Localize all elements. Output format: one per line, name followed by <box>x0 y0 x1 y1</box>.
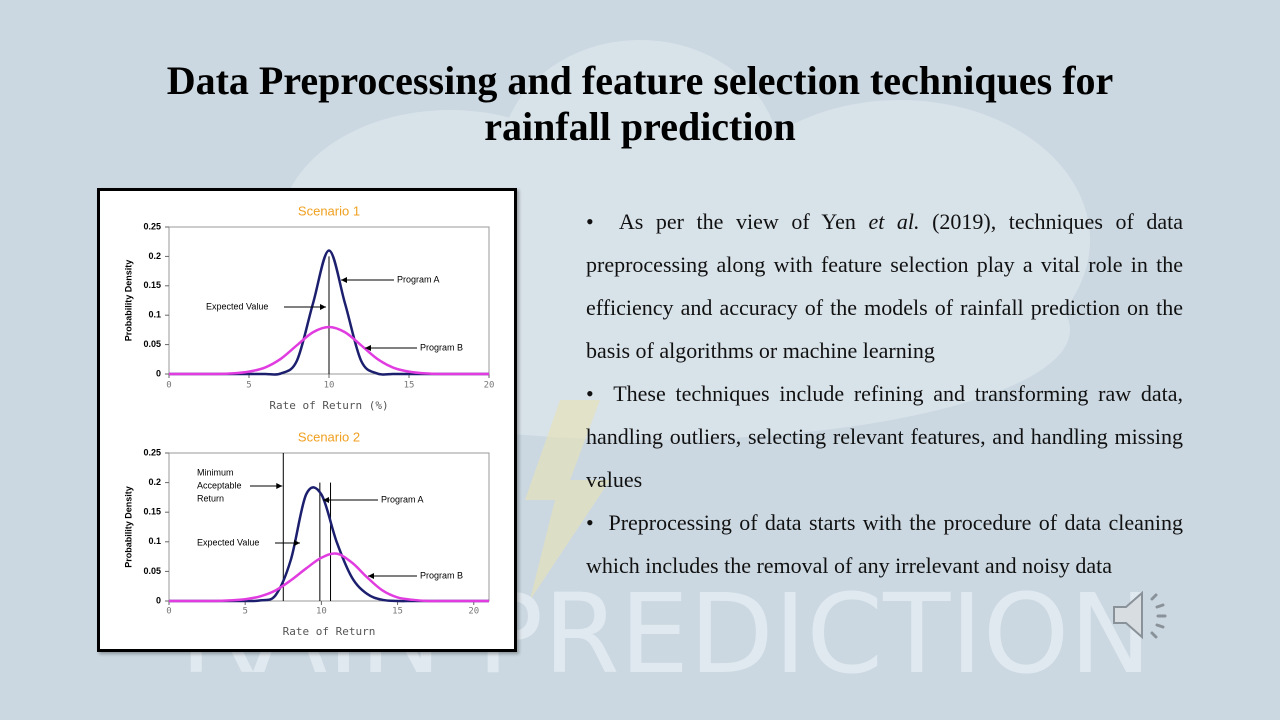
series-annotation: Program B <box>420 342 463 352</box>
annotation: Return <box>197 493 224 503</box>
arrow-head <box>365 345 371 351</box>
y-tick-label: 0.25 <box>143 221 161 231</box>
x-tick-label: 20 <box>484 381 495 391</box>
annotation: Expected Value <box>197 537 259 547</box>
x-tick-label: 10 <box>316 607 327 617</box>
bullet: Preprocessing of data starts with the pr… <box>586 501 1183 587</box>
slide-title: Data Preprocessing and feature selection… <box>166 58 1114 149</box>
bullet-text: Preprocessing of data starts with the pr… <box>586 510 1184 578</box>
lightning-decoration <box>525 400 610 600</box>
figure: Scenario 1 0 0.05 0.1 0.15 0.2 0.25 0 5 10 15 20 Rat… <box>97 188 517 652</box>
y-axis-label: Probability Density <box>123 486 133 568</box>
y-tick-label: 0.15 <box>143 507 161 517</box>
series-annotation: Program A <box>381 494 424 504</box>
x-tick-label: 5 <box>246 381 251 391</box>
bullet: As per the view of Yen et al. (2019), te… <box>586 200 1183 372</box>
annotation: Acceptable <box>197 480 242 490</box>
bullet-text: These techniques include refining and tr… <box>586 381 1184 492</box>
arrow-head <box>368 573 374 579</box>
series-line <box>169 552 489 603</box>
y-tick-label: 0.05 <box>143 339 161 349</box>
chart-figure: Scenario 100.050.10.150.20.250 5 10 15 20Rat… <box>123 203 495 638</box>
arrow-head <box>294 540 300 546</box>
x-axis-label: Rate of Return (%) <box>269 399 388 412</box>
y-tick-label: 0.1 <box>148 536 161 546</box>
plot-area <box>168 452 490 602</box>
chart-title: Scenario 1 <box>298 203 360 218</box>
series-line <box>169 325 489 376</box>
chart-title: Scenario 2 <box>298 429 360 444</box>
bullet-list: As per the view of Yen et al. (2019), te… <box>586 200 1183 587</box>
bullet-text: (2019), techniques of data preprocessing… <box>586 209 1183 363</box>
x-tick-label: 0 <box>166 607 171 617</box>
arrow-head <box>276 483 283 489</box>
bullet-text: et al. <box>868 209 920 234</box>
y-tick-label: 0.15 <box>143 280 161 290</box>
y-axis-label: Probability Density <box>123 260 133 342</box>
x-axis-label: Rate of Return <box>283 625 376 638</box>
x-tick-label: 15 <box>404 381 415 391</box>
bullet-text: As per the view of Yen <box>618 209 869 234</box>
y-tick-label: 0.2 <box>148 251 161 261</box>
x-tick-label: 5 <box>242 607 247 617</box>
y-tick-label: 0.2 <box>148 477 161 487</box>
annotation: Minimum <box>197 467 234 477</box>
annotation: Expected Value <box>206 301 268 311</box>
series-annotation: Program A <box>397 274 440 284</box>
speaker-icon[interactable] <box>1110 585 1174 647</box>
arrow-head <box>323 497 329 503</box>
y-tick-label: 0.25 <box>143 447 161 457</box>
y-tick-label: 0.05 <box>143 566 161 576</box>
x-tick-label: 10 <box>324 381 335 391</box>
arrow-head <box>341 277 347 283</box>
x-tick-label: 15 <box>392 607 403 617</box>
y-tick-label: 0 <box>156 595 161 605</box>
x-tick-label: 20 <box>468 607 479 617</box>
series-annotation: Program B <box>420 570 463 580</box>
arrow-head <box>320 304 326 310</box>
bullet: These techniques include refining and tr… <box>586 372 1183 501</box>
x-tick-label: 0 <box>166 381 171 391</box>
y-tick-label: 0.1 <box>148 310 161 320</box>
y-tick-label: 0 <box>156 368 161 378</box>
